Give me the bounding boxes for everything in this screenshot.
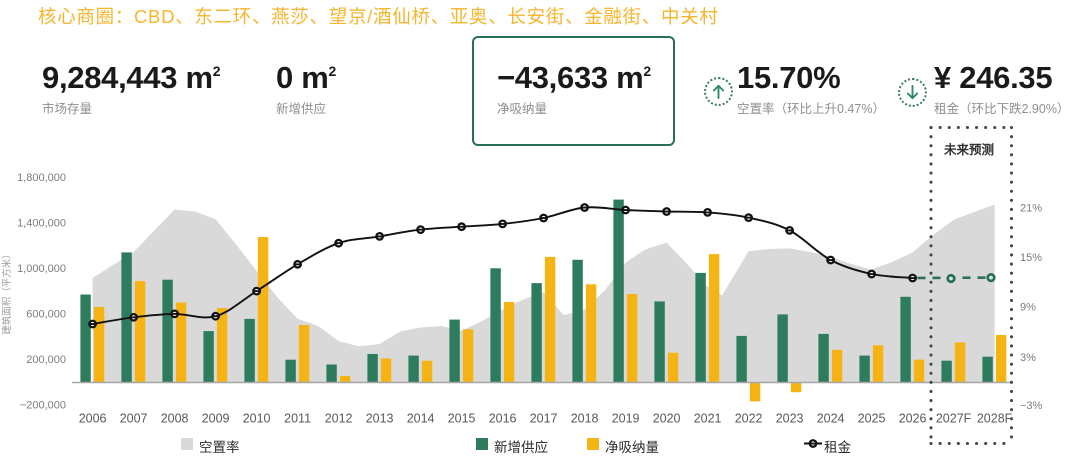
svg-text:2016: 2016 [489,412,517,426]
svg-text:−3%: −3% [1020,400,1043,412]
svg-text:2028F: 2028F [977,412,1013,426]
svg-text:9%: 9% [1020,301,1036,313]
svg-text:1,800,000: 1,800,000 [17,172,66,184]
svg-text:2018: 2018 [571,412,599,426]
svg-text:2014: 2014 [407,412,435,426]
svg-text:2020: 2020 [653,412,681,426]
svg-text:2008: 2008 [161,412,189,426]
svg-text:2012: 2012 [325,412,353,426]
svg-text:−200,000: −200,000 [20,400,66,412]
svg-text:3%: 3% [1020,352,1036,364]
svg-text:2007: 2007 [120,412,148,426]
svg-text:1,000,000: 1,000,000 [17,263,66,275]
svg-text:2011: 2011 [284,412,311,426]
svg-text:200,000: 200,000 [26,354,66,366]
svg-text:2006: 2006 [79,412,107,426]
svg-text:2023: 2023 [776,412,804,426]
svg-text:2027F: 2027F [936,412,972,426]
svg-text:2015: 2015 [448,412,476,426]
svg-text:2009: 2009 [202,412,230,426]
svg-text:2010: 2010 [243,412,271,426]
svg-text:2021: 2021 [694,412,722,426]
svg-text:2013: 2013 [366,412,394,426]
svg-text:2024: 2024 [817,412,845,426]
svg-text:2017: 2017 [530,412,558,426]
svg-text:2025: 2025 [858,412,886,426]
svg-text:600,000: 600,000 [26,309,66,321]
svg-text:2022: 2022 [735,412,763,426]
svg-text:2026: 2026 [899,412,927,426]
svg-text:1,400,000: 1,400,000 [17,218,66,230]
svg-text:15%: 15% [1020,252,1042,264]
svg-text:2019: 2019 [612,412,640,426]
svg-text:21%: 21% [1020,202,1042,214]
